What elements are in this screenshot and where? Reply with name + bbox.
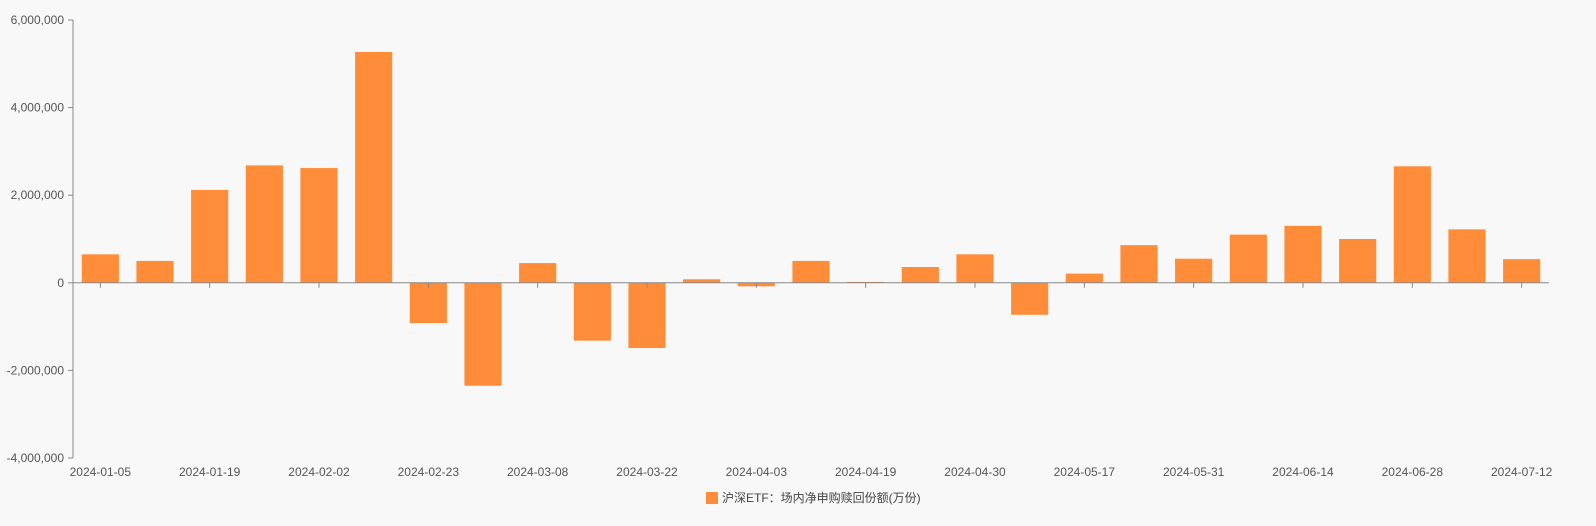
- bar[interactable]: [355, 51, 393, 283]
- x-tick-label: 2024-06-14: [1272, 465, 1334, 479]
- x-tick-label: 2024-02-02: [288, 465, 350, 479]
- x-tick-label: 2024-05-31: [1163, 465, 1225, 479]
- bar[interactable]: [1503, 259, 1541, 283]
- bar[interactable]: [81, 254, 119, 283]
- x-tick-label: 2024-02-23: [398, 465, 460, 479]
- y-tick-label: 6,000,000: [11, 13, 65, 27]
- x-axis: 2024-01-05 2024-01-19 2024-02-02 2024-02-23…: [70, 282, 1553, 479]
- bar[interactable]: [792, 260, 830, 283]
- y-tick-label: 2,000,000: [11, 188, 65, 202]
- bar[interactable]: [519, 263, 557, 283]
- bar[interactable]: [628, 282, 666, 349]
- x-tick-label: 2024-03-22: [616, 465, 678, 479]
- bar[interactable]: [1339, 239, 1377, 283]
- bar[interactable]: [1120, 245, 1158, 283]
- y-axis: 6,000,000 4,000,000 2,000,000 0 -2,000,000 -4…: [7, 13, 74, 465]
- bar[interactable]: [573, 282, 611, 341]
- x-tick-label: 2024-06-28: [1382, 465, 1444, 479]
- x-tick-label: 2024-04-03: [726, 465, 788, 479]
- bar[interactable]: [1284, 225, 1322, 283]
- bar[interactable]: [1065, 273, 1103, 283]
- x-tick-label: 2024-04-19: [835, 465, 897, 479]
- bar[interactable]: [245, 165, 283, 283]
- bar[interactable]: [1393, 166, 1431, 283]
- bar[interactable]: [300, 168, 338, 283]
- x-tick-label: 2024-04-30: [944, 465, 1006, 479]
- bar[interactable]: [1229, 234, 1267, 283]
- legend[interactable]: 沪深ETF：场内净申购赎回份额(万份): [706, 490, 921, 505]
- legend-swatch[interactable]: [706, 492, 718, 504]
- bars: [81, 51, 1541, 386]
- bar[interactable]: [1011, 282, 1049, 315]
- legend-label[interactable]: 沪深ETF：场内净申购赎回份额(万份): [722, 490, 921, 505]
- x-tick-label: 2024-07-12: [1491, 465, 1553, 479]
- bar[interactable]: [956, 254, 994, 283]
- y-tick-label: 0: [57, 276, 64, 290]
- bar[interactable]: [464, 282, 502, 386]
- bar[interactable]: [683, 279, 721, 283]
- bar[interactable]: [191, 189, 229, 283]
- bar[interactable]: [901, 267, 939, 283]
- bar[interactable]: [1448, 229, 1486, 283]
- bar[interactable]: [136, 260, 174, 283]
- y-tick-label: -2,000,000: [7, 363, 65, 377]
- bar[interactable]: [1175, 258, 1213, 283]
- x-tick-label: 2024-03-08: [507, 465, 569, 479]
- x-tick-label: 2024-01-05: [70, 465, 132, 479]
- y-tick-label: 4,000,000: [11, 101, 65, 115]
- x-tick-label: 2024-01-19: [179, 465, 241, 479]
- x-tick-label: 2024-05-17: [1054, 465, 1116, 479]
- y-tick-label: -4,000,000: [7, 451, 65, 465]
- bar[interactable]: [409, 282, 447, 324]
